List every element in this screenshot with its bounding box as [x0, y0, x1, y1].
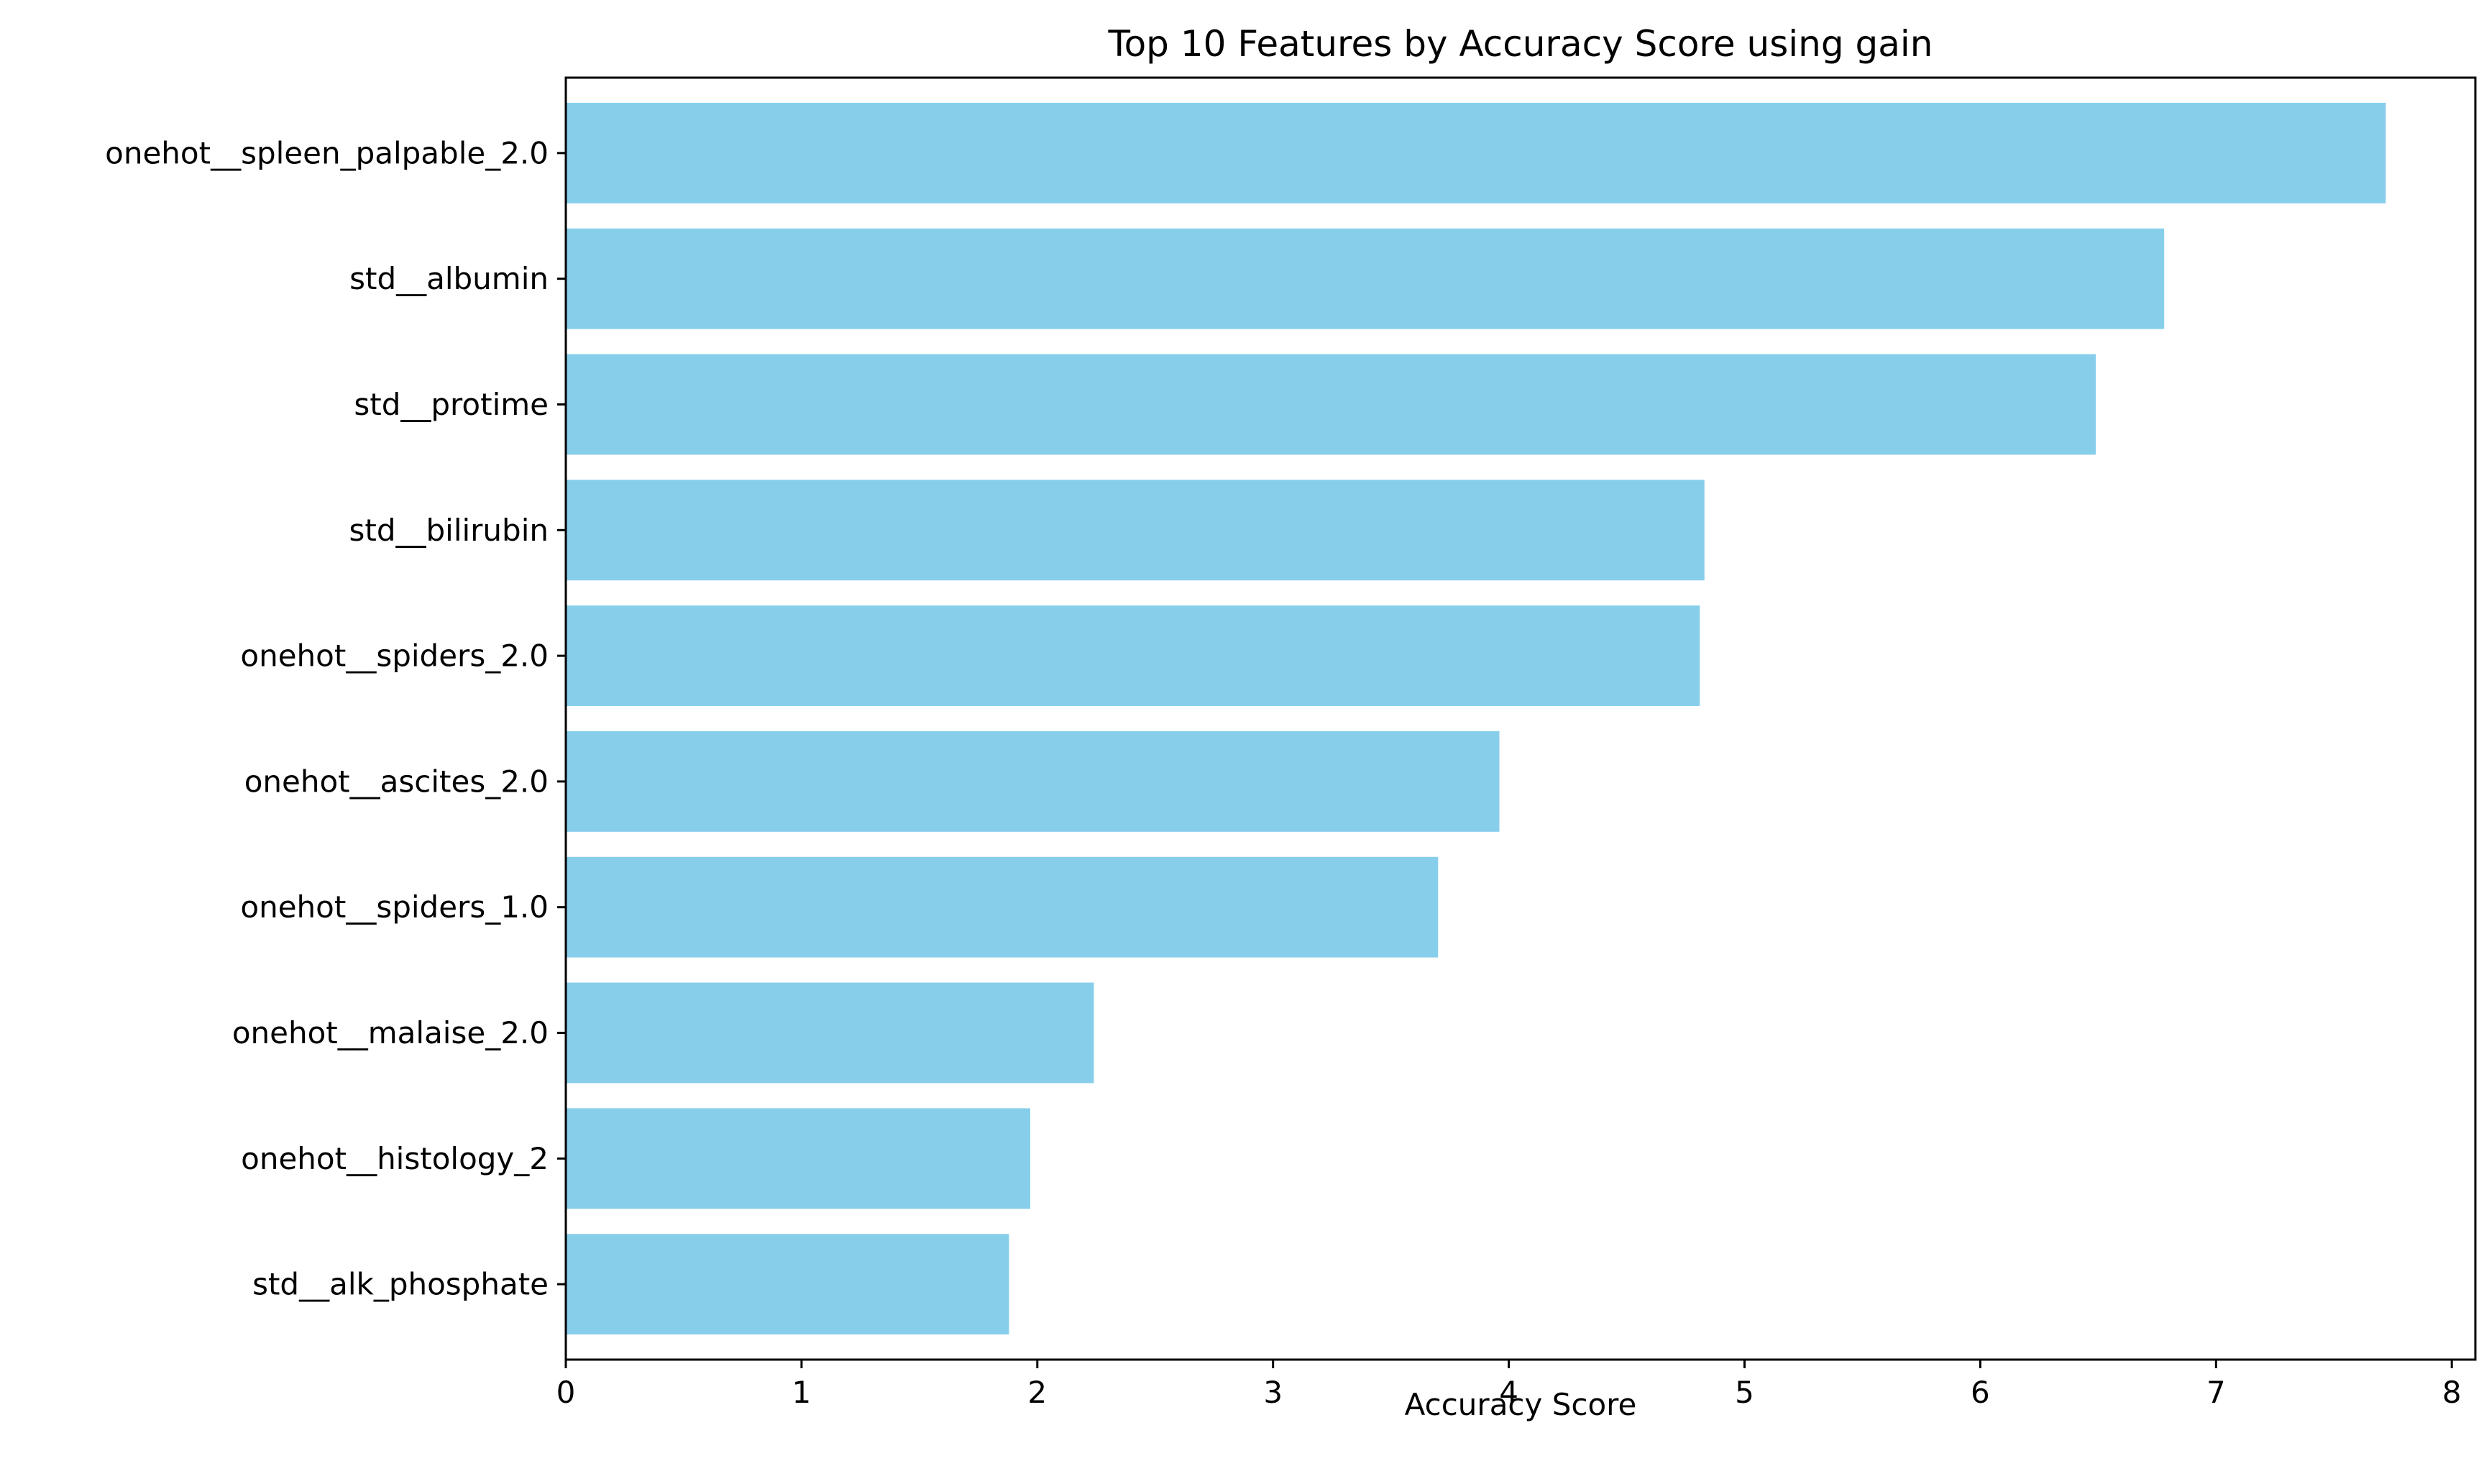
- bar-onehot__histology_2: [566, 1108, 1030, 1209]
- bar-std__alk_phosphate: [566, 1234, 1009, 1335]
- y-axis-ticks: onehot__spleen_palpable_2.0 std__albumins…: [105, 135, 566, 1302]
- x-tick-label: 2: [1027, 1375, 1047, 1410]
- bars-group: [566, 102, 2386, 1335]
- bar-std__albumin: [566, 228, 2165, 329]
- y-tick-label: onehot__spleen_palpable_2.0: [105, 135, 549, 170]
- x-axis-label: Accuracy Score: [1405, 1387, 1637, 1422]
- y-tick-label: std__protime: [354, 387, 549, 422]
- x-tick-label: 1: [792, 1375, 812, 1410]
- x-tick-label: 4: [1499, 1375, 1518, 1410]
- x-tick-label: 7: [2206, 1375, 2226, 1410]
- x-tick-label: 8: [2442, 1375, 2462, 1410]
- x-axis-ticks: 0 1 2 3 4 5 6 7 8: [556, 1360, 2462, 1410]
- bar-onehot__spleen_palpable_2.0: [566, 102, 2386, 203]
- y-tick-label: onehot__histology_2: [241, 1141, 549, 1176]
- x-tick-label: 5: [1735, 1375, 1754, 1410]
- bar-onehot__spiders_2.0: [566, 605, 1700, 707]
- x-tick-label: 6: [1971, 1375, 1990, 1410]
- y-tick-label: onehot__spiders_2.0: [240, 638, 549, 674]
- y-tick-label: onehot__ascites_2.0: [244, 764, 549, 799]
- bar-onehot__malaise_2.0: [566, 982, 1094, 1084]
- x-tick-label: 0: [556, 1375, 576, 1410]
- bar-std__protime: [566, 354, 2096, 455]
- bar-onehot__ascites_2.0: [566, 730, 1500, 832]
- y-tick-label: std__bilirubin: [349, 513, 549, 548]
- plot-frame: [564, 76, 2477, 1361]
- bar-std__bilirubin: [566, 480, 1705, 581]
- y-tick-label: std__albumin: [349, 261, 549, 296]
- bar-onehot__spiders_1.0: [566, 856, 1439, 958]
- chart-title: Top 10 Features by Accuracy Score using …: [1108, 23, 1933, 65]
- y-tick-label: onehot__malaise_2.0: [232, 1015, 549, 1050]
- y-tick-label: onehot__spiders_1.0: [240, 889, 549, 925]
- x-tick-label: 3: [1263, 1375, 1283, 1410]
- y-tick-label: std__alk_phosphate: [252, 1267, 549, 1302]
